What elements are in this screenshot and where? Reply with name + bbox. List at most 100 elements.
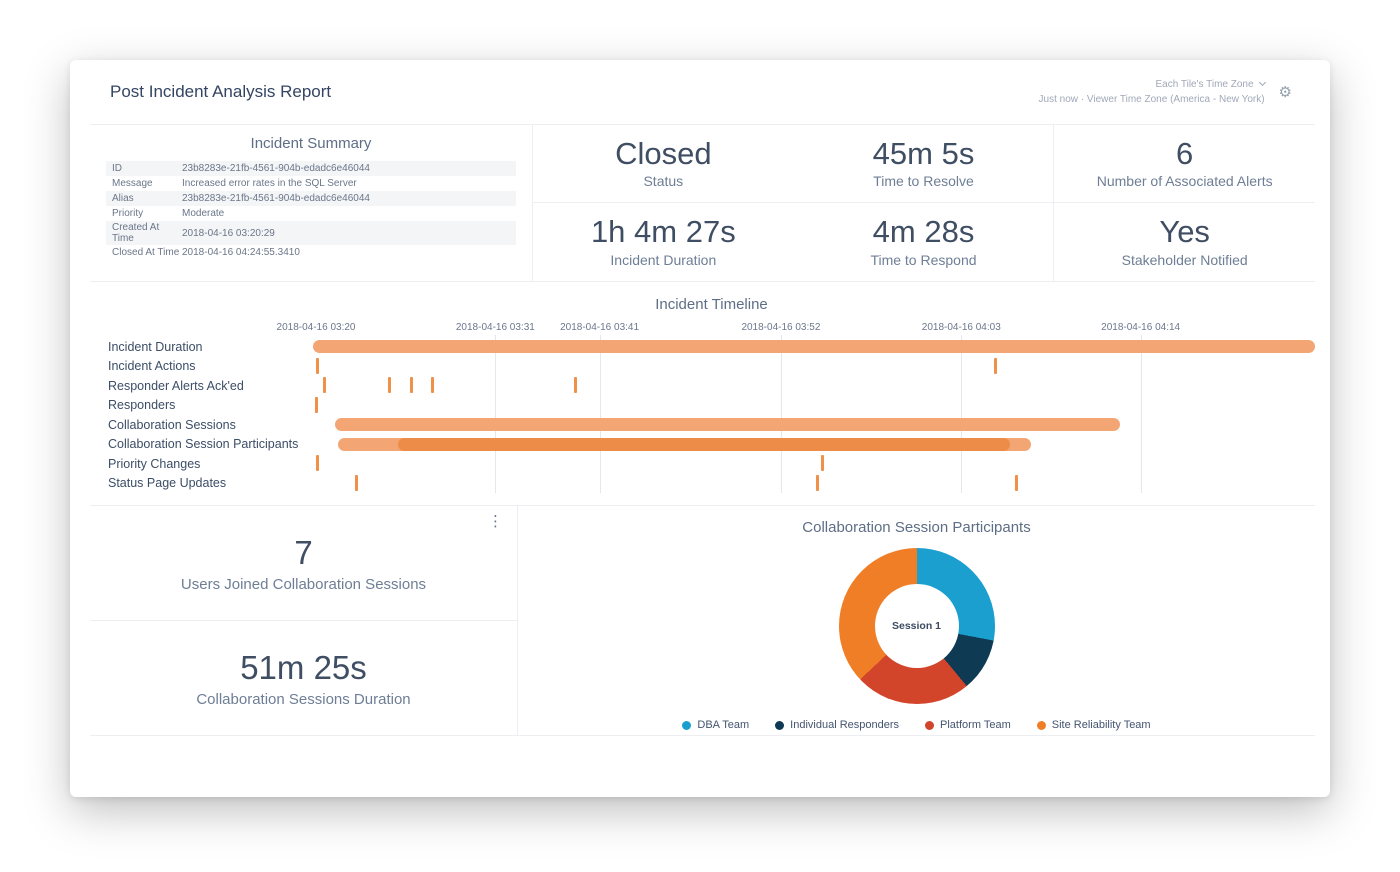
- stat-label: Time to Resolve: [873, 173, 974, 190]
- timeline-row-track: [313, 435, 1315, 455]
- stat-tile-stakeholder-notified: Yes Stakeholder Notified: [1054, 203, 1315, 281]
- dashboard-card: Post Incident Analysis Report Each Tile'…: [70, 60, 1330, 797]
- timeline-row-label: Incident Actions: [108, 359, 196, 374]
- stat-value: 51m 25s: [240, 648, 367, 686]
- timeline-event-marker[interactable]: [316, 357, 319, 374]
- timeline-event-marker[interactable]: [994, 357, 998, 374]
- timezone-selector-label: Each Tile's Time Zone: [1155, 78, 1254, 90]
- stat-tile-associated-alerts: 6 Number of Associated Alerts: [1054, 125, 1315, 203]
- incident-summary-tile: Incident Summary ID 23b8283e-21fb-4561-90…: [90, 125, 533, 281]
- stat-tile-time-to-respond: 4m 28s Time to Respond: [794, 203, 1055, 281]
- legend-item[interactable]: Platform Team: [925, 719, 1011, 731]
- stat-label: Collaboration Sessions Duration: [196, 690, 411, 708]
- collab-participants-tile: Collaboration Session Participants Sessi…: [518, 506, 1315, 735]
- last-updated-text: Just now: [1038, 94, 1078, 105]
- timeline-axis-label: 2018-04-16 03:31: [455, 322, 535, 333]
- legend-dot-icon: [1036, 720, 1046, 730]
- legend-dot-icon: [925, 720, 935, 730]
- summary-row: Priority Moderate: [106, 206, 516, 221]
- timeline-bar[interactable]: [335, 418, 1120, 431]
- summary-row: Alias 23b8283e-21fb-4561-904b-edadc6e4604…: [106, 191, 516, 206]
- timeline-axis-label: 2018-04-16 03:20: [276, 322, 356, 333]
- timeline-event-marker[interactable]: [1015, 474, 1019, 491]
- legend-label: DBA Team: [697, 719, 750, 731]
- chevron-down-icon: [1258, 79, 1266, 87]
- timeline-row-track: [313, 357, 1315, 377]
- kebab-menu-icon[interactable]: ⋮: [488, 513, 503, 530]
- summary-row-value: 23b8283e-21fb-4561-904b-edadc6e46044: [182, 163, 370, 174]
- refresh-status: Just now · Viewer Time Zone (America - N…: [1039, 92, 1265, 108]
- stat-value: 7: [294, 533, 313, 571]
- legend-item[interactable]: Individual Responders: [775, 719, 899, 731]
- timeline-axis: 2018-04-16 03:20 2018-04-16 03:31 2018-04-…: [277, 318, 1315, 335]
- legend-dot-icon: [775, 720, 785, 730]
- timeline-axis-label: 2018-04-16 03:52: [741, 322, 821, 333]
- timeline-plot: [313, 335, 1315, 493]
- timeline-axis-label: 2018-04-16 04:03: [921, 322, 1001, 333]
- donut-legend: DBA Team Individual Responders Platform Te…: [682, 719, 1151, 731]
- donut-chart[interactable]: Session 1: [838, 548, 995, 704]
- collab-participants-title: Collaboration Session Participants: [802, 519, 1031, 536]
- summary-row-value: Increased error rates in the SQL Server: [182, 178, 357, 189]
- timeline-bar[interactable]: [313, 340, 1315, 353]
- stat-label: Stakeholder Notified: [1121, 251, 1248, 268]
- timeline-gridline: [1140, 335, 1142, 493]
- users-joined-tile: ⋮ 7 Users Joined Collaboration Sessions: [90, 506, 518, 621]
- summary-row: Closed At Time 2018-04-16 04:24:55.3410: [106, 245, 516, 260]
- legend-label: Platform Team: [940, 719, 1011, 731]
- incident-summary-table: ID 23b8283e-21fb-4561-904b-edadc6e46044 Me…: [106, 161, 516, 260]
- legend-item[interactable]: Site Reliability Team: [1036, 719, 1151, 731]
- timeline-event-marker[interactable]: [431, 377, 435, 393]
- incident-timeline-tile: Incident Timeline 2018-04-16 03:20 2018-0…: [90, 282, 1315, 506]
- summary-row-label: Created At Time: [112, 222, 160, 244]
- timeline-row-track: [313, 337, 1315, 357]
- header: Post Incident Analysis Report Each Tile'…: [70, 60, 1330, 124]
- timeline-row-label: Incident Duration: [108, 339, 203, 354]
- summary-row-label: Priority: [112, 208, 144, 219]
- stat-label: Number of Associated Alerts: [1096, 173, 1273, 190]
- stat-value: 45m 5s: [872, 135, 975, 171]
- separator: ·: [1080, 94, 1085, 105]
- timeline-event-marker[interactable]: [816, 474, 819, 491]
- timeline-event-marker[interactable]: [388, 377, 392, 393]
- summary-row-value: 2018-04-16 04:24:55.3410: [182, 247, 300, 258]
- summary-row-label: Closed At Time: [112, 247, 180, 258]
- timeline-row-track: [313, 474, 1315, 494]
- stat-value: 6: [1176, 135, 1194, 171]
- timeline-row-label: Collaboration Sessions: [108, 417, 236, 432]
- timeline-event-marker[interactable]: [573, 377, 577, 393]
- top-tiles-grid: Incident Summary ID 23b8283e-21fb-4561-90…: [90, 124, 1315, 282]
- timeline-event-marker[interactable]: [355, 474, 359, 491]
- page-title: Post Incident Analysis Report: [110, 82, 332, 101]
- timeline-row-label: Responders: [108, 398, 176, 413]
- summary-row: Created At Time 2018-04-16 03:20:29: [106, 221, 516, 245]
- donut-center-label: Session 1: [891, 620, 942, 632]
- timeline-row-track: [313, 396, 1315, 416]
- timeline-row-labels: Incident Duration Incident Actions Respond…: [108, 335, 313, 493]
- timeline-event-marker[interactable]: [410, 377, 414, 393]
- stat-tile-status: Closed Status: [533, 125, 794, 203]
- timeline-gridline: [495, 335, 497, 493]
- timezone-selector[interactable]: Each Tile's Time Zone: [1039, 77, 1266, 93]
- timeline-axis-label: 2018-04-16 04:14: [1101, 322, 1181, 333]
- stat-value: Closed: [615, 135, 712, 171]
- timeline-gridline: [961, 335, 963, 493]
- stat-tile-time-to-resolve: 45m 5s Time to Resolve: [793, 125, 1055, 203]
- stat-value: Yes: [1159, 214, 1210, 250]
- summary-row-label: ID: [112, 163, 122, 174]
- timeline-event-marker[interactable]: [315, 396, 318, 413]
- timeline-event-marker[interactable]: [821, 455, 824, 471]
- summary-row-value: 2018-04-16 03:20:29: [182, 227, 275, 239]
- legend-label: Site Reliability Team: [1051, 719, 1151, 731]
- legend-item[interactable]: DBA Team: [682, 719, 749, 731]
- timeline-axis-label: 2018-04-16 03:41: [560, 322, 640, 333]
- bottom-tiles-grid: ⋮ 7 Users Joined Collaboration Sessions …: [90, 506, 1315, 736]
- summary-row-label: Alias: [112, 193, 134, 204]
- timeline-event-marker[interactable]: [323, 377, 327, 393]
- timeline-event-marker[interactable]: [316, 455, 319, 471]
- gear-icon[interactable]: ⚙: [1278, 84, 1292, 101]
- stat-value: 1h 4m 27s: [590, 214, 736, 250]
- stat-value: 4m 28s: [872, 214, 975, 250]
- timeline-bar[interactable]: [398, 437, 1011, 451]
- timeline-row-label: Priority Changes: [108, 456, 201, 471]
